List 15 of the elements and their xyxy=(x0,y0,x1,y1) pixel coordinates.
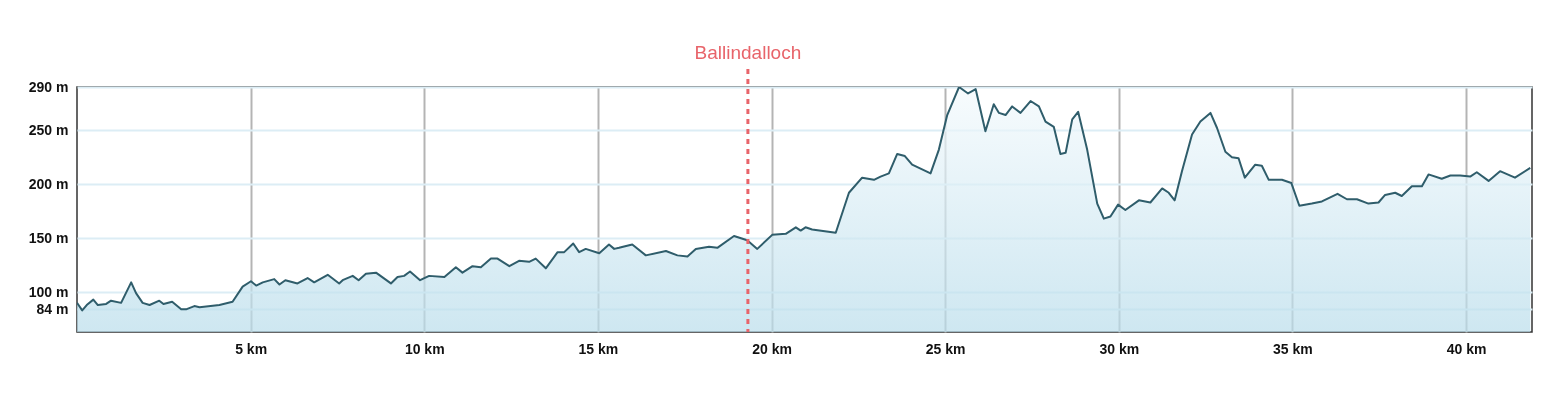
x-tick-label: 20 km xyxy=(752,340,792,357)
ref-line-label: Ballindalloch xyxy=(694,42,802,63)
y-tick-label: 84 m xyxy=(36,300,69,317)
x-tick-label: 15 km xyxy=(578,340,619,357)
x-tick-label: 35 km xyxy=(1273,340,1313,357)
y-tick-label: 290 m xyxy=(28,78,69,95)
y-tick-label: 250 m xyxy=(28,121,69,138)
x-tick-label: 40 km xyxy=(1446,340,1487,357)
y-tick-label: 150 m xyxy=(28,229,69,246)
x-tick-label: 30 km xyxy=(1099,340,1140,357)
x-tick-label: 25 km xyxy=(925,340,966,357)
y-tick-label: 100 m xyxy=(28,283,69,300)
x-tick-label: 10 km xyxy=(404,340,445,357)
y-tick-label: 200 m xyxy=(28,175,69,192)
x-tick-label: 5 km xyxy=(235,340,268,357)
